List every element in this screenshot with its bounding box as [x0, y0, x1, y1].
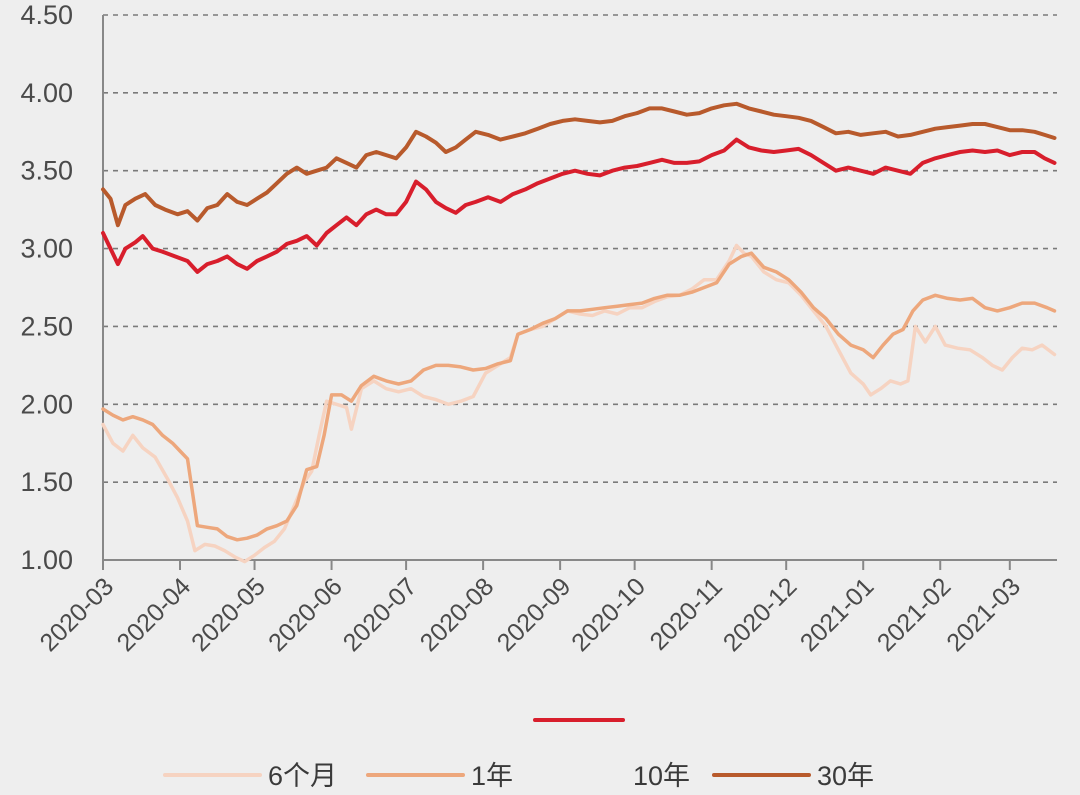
x-tick-label: 2021-03 — [941, 572, 1026, 657]
x-tick-label: 2021-01 — [795, 572, 880, 657]
y-tick-label: 3.50 — [20, 156, 73, 186]
y-tick-label: 1.50 — [20, 467, 73, 497]
x-tick-label: 2020-08 — [415, 572, 500, 657]
legend-label-2: 10年 — [633, 761, 690, 791]
y-tick-label: 2.50 — [20, 311, 73, 341]
y-tick-label: 4.00 — [20, 78, 73, 108]
series-line-2 — [101, 137, 1057, 274]
y-tick-label: 2.00 — [20, 389, 73, 419]
legend-label-1: 1年 — [471, 761, 513, 791]
legend: 6个月 1年 10年 30年 — [163, 718, 874, 791]
x-tick-label: 2020-07 — [338, 572, 423, 657]
y-tick-label: 3.00 — [20, 234, 73, 264]
x-tick-label: 2020-11 — [645, 572, 728, 655]
y-tick-label: 4.50 — [20, 0, 73, 30]
x-tick-label: 2020-09 — [492, 572, 577, 657]
series-line-1 — [101, 251, 1057, 542]
y-tick-label: 1.00 — [20, 545, 73, 575]
series-group — [101, 101, 1057, 564]
x-tick-label: 2020-03 — [35, 572, 120, 657]
legend-label-0: 6个月 — [268, 761, 337, 791]
legend-label-3: 30年 — [817, 761, 874, 791]
series-line-3 — [101, 101, 1057, 228]
x-tick-label: 2021-02 — [872, 572, 957, 657]
x-tick-label: 2020-10 — [566, 572, 651, 657]
grid — [103, 14, 1057, 483]
x-tick-label: 2020-06 — [263, 572, 348, 657]
x-tick-label: 2020-12 — [718, 572, 803, 657]
x-tick-label: 2020-04 — [112, 572, 197, 657]
x-tick-label: 2020-05 — [186, 572, 271, 657]
